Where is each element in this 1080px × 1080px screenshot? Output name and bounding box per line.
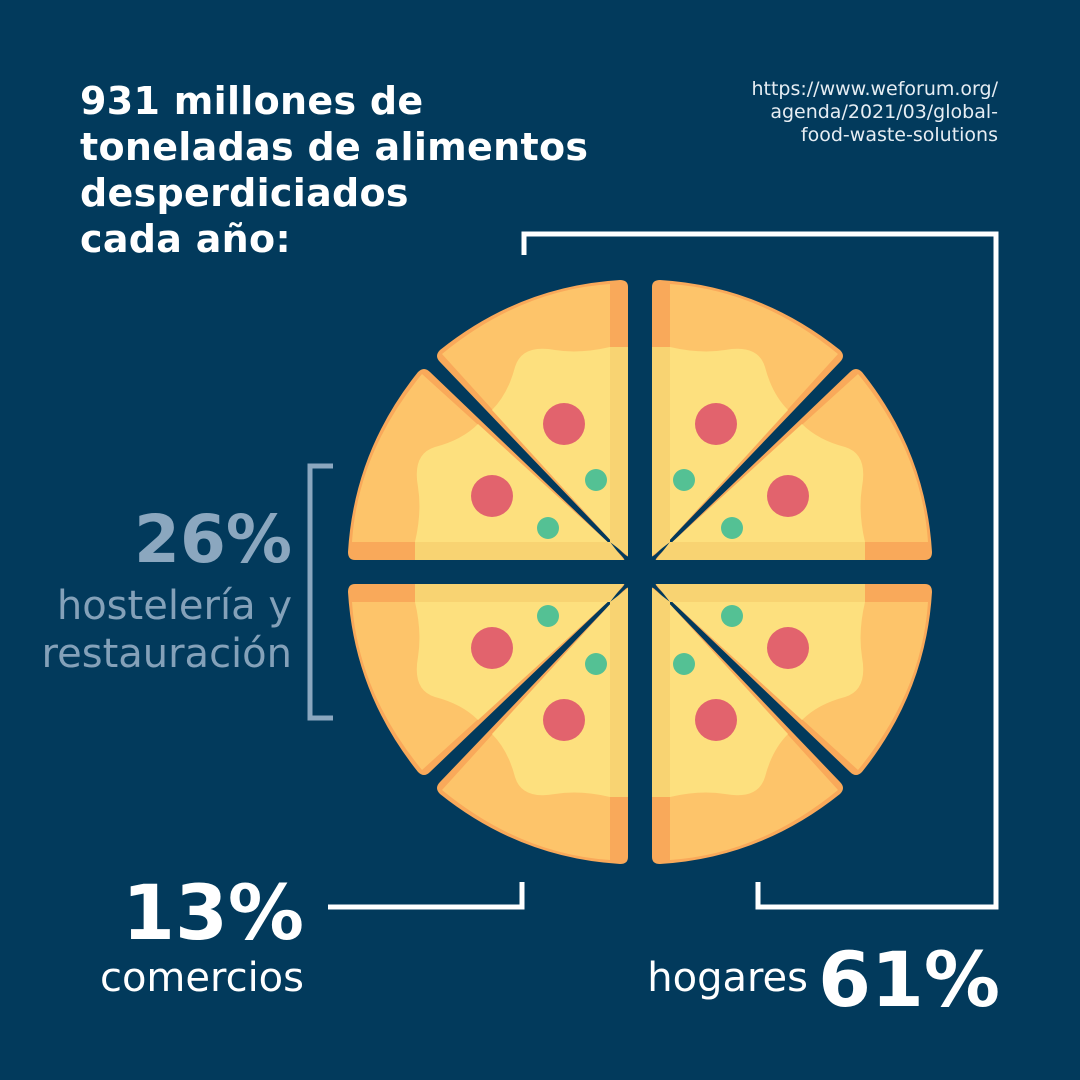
source-line-1: https://www.weforum.org/: [751, 78, 998, 100]
headline-line-1: 931 millones de: [80, 79, 424, 123]
source-line-2: agenda/2021/03/global-: [770, 101, 998, 123]
source-url: https://www.weforum.org/ agenda/2021/03/…: [751, 78, 998, 147]
hogares-bracket: [521, 231, 999, 910]
hosteleria-bracket: [307, 463, 333, 721]
hogares-label: hogares: [647, 955, 808, 1001]
hosteleria-label-line-2: restauración: [41, 631, 292, 677]
headline: 931 millones de toneladas de alimentos d…: [80, 78, 588, 262]
headline-line-2: toneladas de alimentos: [80, 125, 589, 169]
comercios-label: comercios: [99, 955, 304, 1001]
hosteleria-percentage: 26%: [134, 501, 292, 578]
headline-line-3: desperdiciados: [80, 171, 409, 215]
headline-line-4: cada año:: [80, 217, 291, 261]
hosteleria-label: hostelería y restauración: [42, 582, 292, 678]
hogares-percentage: 61%: [818, 935, 1000, 1024]
hosteleria-label-line-1: hostelería y: [56, 583, 292, 629]
comercios-percentage: 13%: [122, 868, 304, 957]
pizza: [348, 280, 932, 864]
source-line-3: food-waste-solutions: [800, 124, 998, 146]
comercios-bracket: [328, 882, 525, 910]
